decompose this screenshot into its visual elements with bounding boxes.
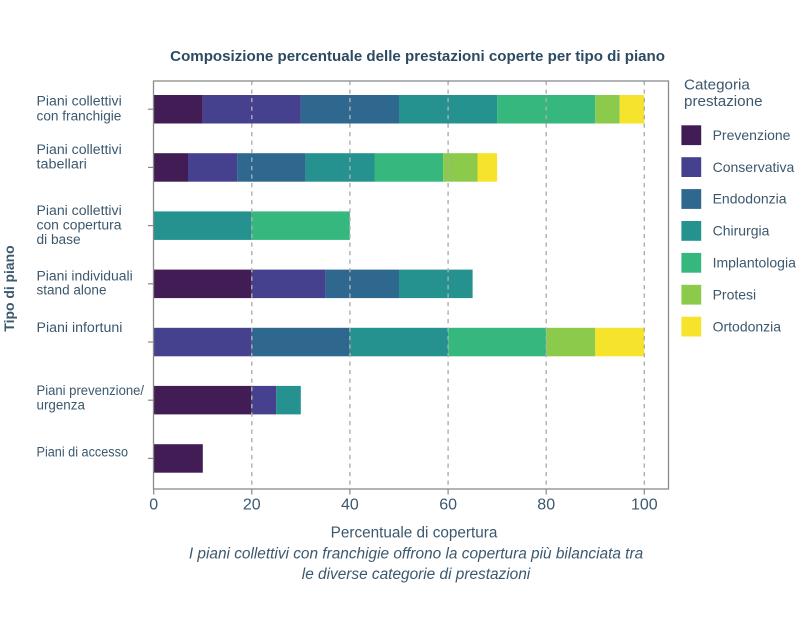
svg-text:100: 100 bbox=[631, 497, 658, 514]
svg-text:Implantologia: Implantologia bbox=[713, 255, 796, 271]
svg-text:stand alone: stand alone bbox=[37, 283, 107, 299]
svg-text:Prevenzione: Prevenzione bbox=[713, 127, 791, 143]
svg-text:Protesi: Protesi bbox=[713, 286, 757, 302]
svg-text:Piani collettivi: Piani collettivi bbox=[37, 142, 122, 158]
svg-text:Composizione percentuale delle: Composizione percentuale delle prestazio… bbox=[170, 48, 665, 65]
svg-text:con franchigie: con franchigie bbox=[37, 108, 122, 124]
svg-text:le diverse categorie di presta: le diverse categorie di prestazioni bbox=[302, 566, 531, 583]
svg-text:Categoria: Categoria bbox=[684, 77, 750, 94]
svg-text:Chirurgia: Chirurgia bbox=[713, 223, 770, 239]
svg-text:prestazione: prestazione bbox=[684, 93, 763, 110]
svg-text:Endodonzia: Endodonzia bbox=[713, 191, 787, 207]
svg-text:Piani collettivi: Piani collettivi bbox=[37, 203, 122, 219]
svg-text:Piani infortuni: Piani infortuni bbox=[37, 320, 123, 336]
svg-text:di base: di base bbox=[37, 232, 81, 248]
svg-text:Piani individuali: Piani individuali bbox=[37, 268, 133, 284]
svg-text:Piani di accesso: Piani di accesso bbox=[37, 445, 129, 461]
svg-text:Piani prevenzione/: Piani prevenzione/ bbox=[37, 383, 145, 399]
svg-text:Conservativa: Conservativa bbox=[713, 159, 795, 175]
svg-text:80: 80 bbox=[537, 497, 555, 514]
svg-text:urgenza: urgenza bbox=[37, 397, 85, 413]
svg-text:0: 0 bbox=[149, 497, 158, 514]
svg-text:40: 40 bbox=[341, 497, 359, 514]
svg-text:con copertura: con copertura bbox=[37, 218, 122, 234]
svg-text:Tipo di piano: Tipo di piano bbox=[1, 245, 17, 331]
svg-text:60: 60 bbox=[439, 497, 457, 514]
svg-text:tabellari: tabellari bbox=[37, 157, 87, 173]
svg-text:Ortodonzia: Ortodonzia bbox=[713, 318, 782, 334]
svg-text:20: 20 bbox=[243, 497, 261, 514]
svg-text:Percentuale di copertura: Percentuale di copertura bbox=[331, 525, 498, 542]
svg-text:Piani collettivi: Piani collettivi bbox=[37, 94, 122, 110]
svg-text:I piani collettivi con franchi: I piani collettivi con franchigie offron… bbox=[189, 546, 644, 563]
